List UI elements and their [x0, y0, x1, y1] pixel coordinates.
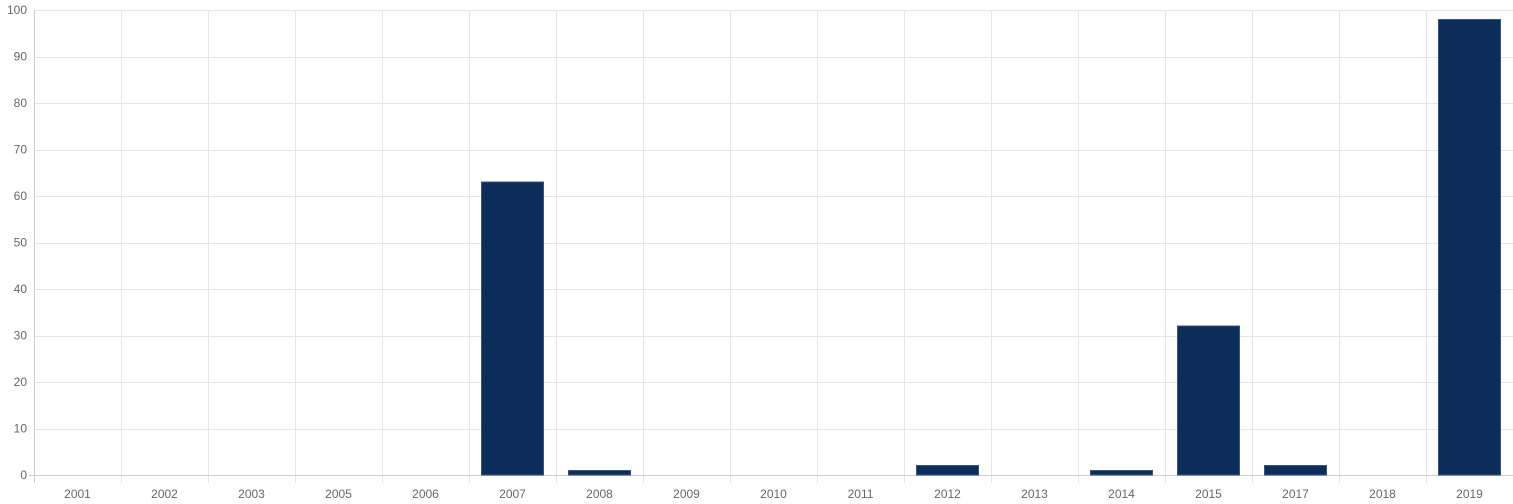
y-tick-labels: 0 10 20 30 40 50 60 70 80 90 100 [7, 3, 27, 482]
x-tick-label-2003: 2003 [238, 487, 265, 501]
y-tick-label: 30 [14, 329, 28, 343]
y-tick-label: 60 [14, 189, 28, 203]
y-tick-label: 90 [14, 50, 28, 64]
x-tick-label-2011: 2011 [848, 487, 874, 501]
x-tick-label-2008: 2008 [586, 487, 613, 501]
x-tick-label-2007: 2007 [499, 487, 526, 501]
bar-series [481, 18, 1501, 476]
bar-2014[interactable] [1090, 469, 1153, 476]
x-tick-label-2001: 2001 [64, 487, 91, 501]
y-tick-label: 100 [7, 3, 27, 17]
x-tick-label-2014: 2014 [1108, 487, 1135, 501]
x-tick-label-2013: 2013 [1021, 487, 1048, 501]
x-tick-label-2002: 2002 [151, 487, 178, 501]
x-tick-labels: 2001 2002 2003 2005 2006 2007 2008 2009 2010 2011… [64, 487, 1483, 501]
y-tick-label: 80 [14, 96, 28, 110]
x-tick-label-2012: 2012 [934, 487, 961, 501]
y-tick-label: 0 [20, 468, 27, 482]
y-tick-label: 20 [14, 375, 28, 389]
bar-2007[interactable] [481, 181, 544, 476]
y-tick-label: 10 [14, 422, 28, 436]
y-tick-label: 70 [14, 143, 28, 157]
x-tick-label-2017: 2017 [1282, 487, 1309, 501]
y-gridlines [34, 10, 1513, 476]
axes [29, 10, 1513, 483]
x-tick-label-2009: 2009 [673, 487, 700, 501]
bar-2015[interactable] [1177, 325, 1240, 476]
bar-2008[interactable] [568, 469, 631, 476]
x-tick-label-2005: 2005 [325, 487, 352, 501]
x-tick-label-2006: 2006 [412, 487, 439, 501]
bar-2017[interactable] [1264, 465, 1327, 476]
y-tick-label: 50 [14, 236, 28, 250]
x-tick-label-2018: 2018 [1369, 487, 1396, 501]
x-tick-label-2019: 2019 [1456, 487, 1483, 501]
bar-2019[interactable] [1438, 18, 1501, 476]
x-tick-label-2015: 2015 [1195, 487, 1222, 501]
x-gridlines [34, 10, 1427, 483]
x-tick-label-2010: 2010 [760, 487, 787, 501]
bar-2012[interactable] [916, 465, 979, 476]
y-tick-label: 40 [14, 282, 28, 296]
